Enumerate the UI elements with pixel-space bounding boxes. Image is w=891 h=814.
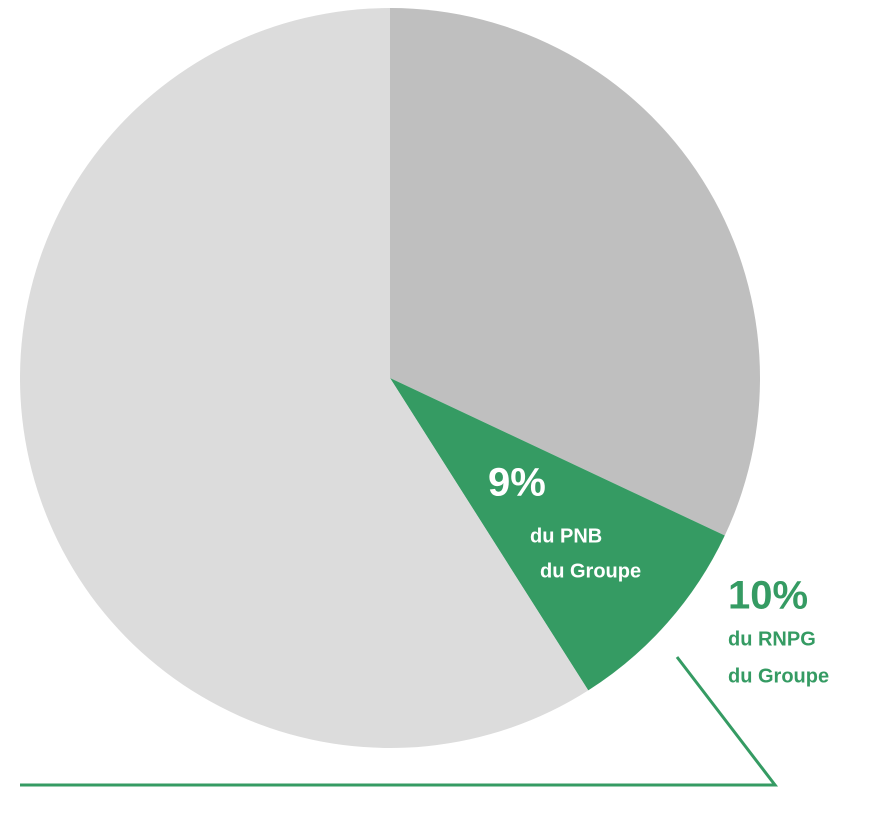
pie-slice <box>390 8 760 536</box>
annotation: du Groupe <box>728 665 829 687</box>
callout-line <box>20 656 779 787</box>
annotation: du Groupe <box>540 560 641 582</box>
pie-slice <box>390 378 725 691</box>
annotation: 10% <box>728 574 808 618</box>
annotation: du RNPG <box>728 628 816 650</box>
pie-slice <box>20 8 589 748</box>
slice-value-label: 9% <box>488 461 546 505</box>
annotation: du PNB <box>530 525 602 547</box>
